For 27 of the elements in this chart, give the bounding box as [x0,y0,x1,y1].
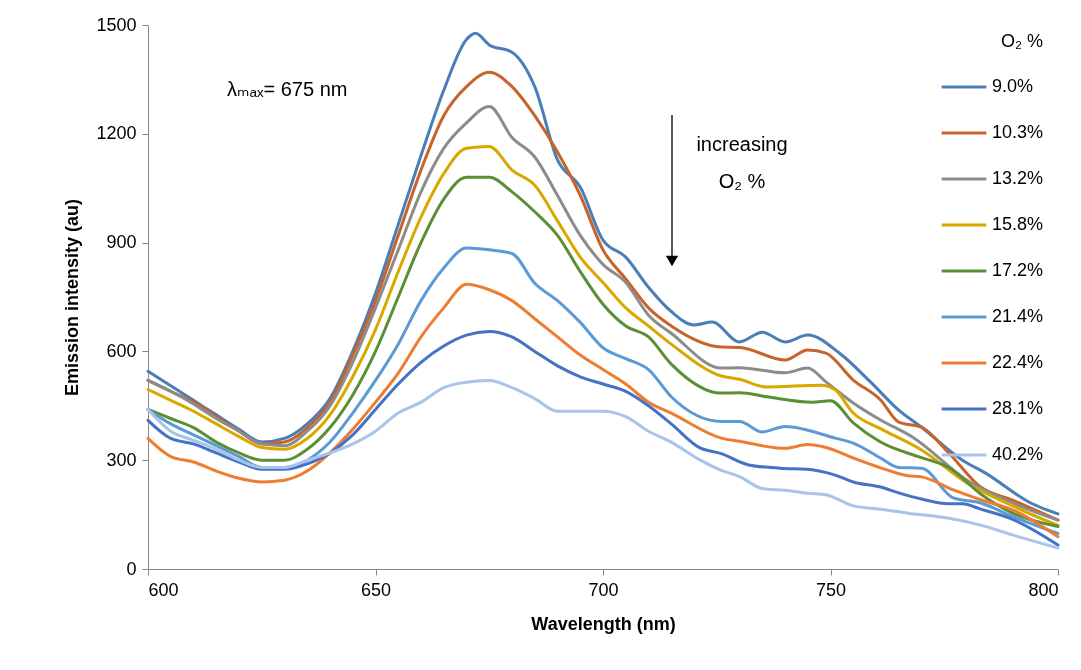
y-tick-label: 600 [106,340,137,361]
line-series [146,329,1060,547]
legend-label: 9.0% [992,76,1034,96]
y-tick-label: 1500 [96,14,137,35]
x-axis-title: Wavelength (nm) [531,613,676,634]
x-tick-label: 600 [148,579,179,600]
x-tick-label: 700 [588,579,619,600]
legend-label: 22.4% [992,352,1044,372]
legend-label: 21.4% [992,306,1044,326]
legend-title: O₂ % [1001,31,1043,51]
y-tick-label: 900 [106,232,137,253]
legend-label: 40.2% [992,444,1044,464]
annotation: increasing O₂ % [696,133,788,192]
line-series [146,378,1060,550]
legend-label: 10.3% [992,122,1044,142]
x-tick-label: 750 [815,579,847,600]
y-axis-title: Emission intensity (au) [62,198,83,397]
y-tick-label: 0 [126,558,137,579]
legend-label: 15.8% [992,214,1044,234]
y-tick-label: 300 [106,449,137,470]
legend-label: 17.2% [992,260,1044,280]
legend-label: 13.2% [992,168,1044,188]
annotation: λₘₐₓ= 675 nm [227,78,348,100]
x-tick-label: 650 [360,579,392,600]
x-tick-label: 800 [1028,579,1059,600]
y-tick-label: 1200 [96,123,137,144]
legend-label: 28.1% [992,398,1044,418]
